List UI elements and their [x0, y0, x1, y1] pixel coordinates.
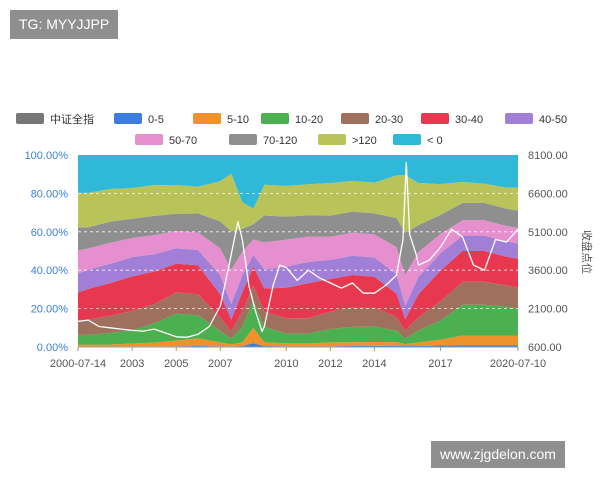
- legend-swatch: [229, 134, 257, 145]
- legend-item[interactable]: 20-30: [341, 113, 403, 126]
- legend-item[interactable]: 30-40: [421, 113, 483, 126]
- watermark-bottom-right: www.zjgdelon.com: [431, 441, 565, 468]
- legend-label: 10-20: [295, 114, 323, 126]
- y-right-tick-label: 3600.00: [528, 265, 568, 277]
- y-right-tick-label: 2100.00: [528, 304, 568, 316]
- area-5-10: [78, 327, 518, 347]
- y-right-axis-label: 收盘点位: [580, 230, 594, 274]
- area-10-20: [78, 300, 518, 345]
- y-left-tick-label: 20.00%: [31, 304, 69, 316]
- area-50-70: [78, 220, 518, 306]
- legend-label: 5-10: [227, 114, 249, 126]
- axes-group: 2000-07-14 2003 2005 2007 2010 2012 2014 2017 20…: [25, 150, 594, 370]
- legend-item[interactable]: 5-10: [193, 113, 249, 126]
- legend-swatch: [193, 113, 221, 124]
- legend-item[interactable]: 70-120: [229, 134, 297, 147]
- area-series-group: [78, 155, 518, 347]
- x-tick-label: 2010: [274, 358, 298, 370]
- area-70-120: [78, 203, 518, 275]
- legend-label: 30-40: [455, 114, 483, 126]
- legend-swatch: [421, 113, 449, 124]
- legend-label: 20-30: [375, 114, 403, 126]
- y-left-tick-label: 80.00%: [31, 188, 69, 200]
- legend-item[interactable]: 50-70: [135, 134, 197, 147]
- x-tick-label: 2014: [362, 358, 386, 370]
- y-left-tick-label: 100.00%: [25, 150, 69, 162]
- y-left-tick-label: 0.00%: [37, 342, 68, 354]
- legend-swatch: [261, 113, 289, 124]
- area-< 0: [78, 155, 518, 209]
- area-30-40: [78, 251, 518, 332]
- legend-swatch: [505, 113, 533, 124]
- legend-item[interactable]: 中证全指: [16, 112, 94, 126]
- index-line-group: [77, 162, 519, 338]
- x-tick-label: 2012: [318, 358, 342, 370]
- y-right-tick-label: 6600.00: [528, 188, 568, 200]
- chart-legend: 中证全指 0-5 5-10 10-20 20-30 30-40 40-50 50-70 70-1…: [16, 112, 567, 147]
- legend-label: 中证全指: [50, 112, 94, 126]
- x-tick-label: 2007: [208, 358, 232, 370]
- y-left-tick-label: 60.00%: [31, 227, 69, 239]
- x-tick-label: 2000-07-14: [50, 358, 106, 370]
- x-tick-label: 2005: [164, 358, 188, 370]
- watermark-top-left: TG: MYYJJPP: [10, 10, 119, 39]
- legend-swatch: [341, 113, 369, 124]
- area-40-50: [78, 235, 518, 320]
- y-left-tick-label: 40.00%: [31, 265, 69, 277]
- legend-item[interactable]: 10-20: [261, 113, 323, 126]
- legend-item[interactable]: 0-5: [114, 113, 164, 126]
- legend-swatch: [318, 134, 346, 145]
- legend-item[interactable]: < 0: [393, 134, 443, 147]
- legend-label: >120: [352, 135, 377, 147]
- legend-item[interactable]: >120: [318, 134, 377, 147]
- legend-swatch: [114, 113, 142, 124]
- grid-lines: [78, 192, 518, 310]
- legend-label: 70-120: [263, 135, 297, 147]
- x-tick-label: 2020-07-10: [490, 358, 546, 370]
- legend-item[interactable]: 40-50: [505, 113, 567, 126]
- x-tick-label: 2017: [428, 358, 452, 370]
- y-right-tick-label: 600.00: [528, 342, 562, 354]
- legend-label: < 0: [427, 135, 443, 147]
- y-right-tick-label: 8100.00: [528, 150, 568, 162]
- x-tick-label: 2003: [120, 358, 144, 370]
- legend-label: 50-70: [169, 135, 197, 147]
- legend-label: 0-5: [148, 114, 164, 126]
- y-right-tick-label: 5100.00: [528, 227, 568, 239]
- legend-swatch: [135, 134, 163, 145]
- legend-swatch: [16, 113, 44, 124]
- index-line: [77, 162, 519, 338]
- area-20-30: [78, 281, 518, 339]
- legend-swatch: [393, 134, 421, 145]
- legend-label: 40-50: [539, 114, 567, 126]
